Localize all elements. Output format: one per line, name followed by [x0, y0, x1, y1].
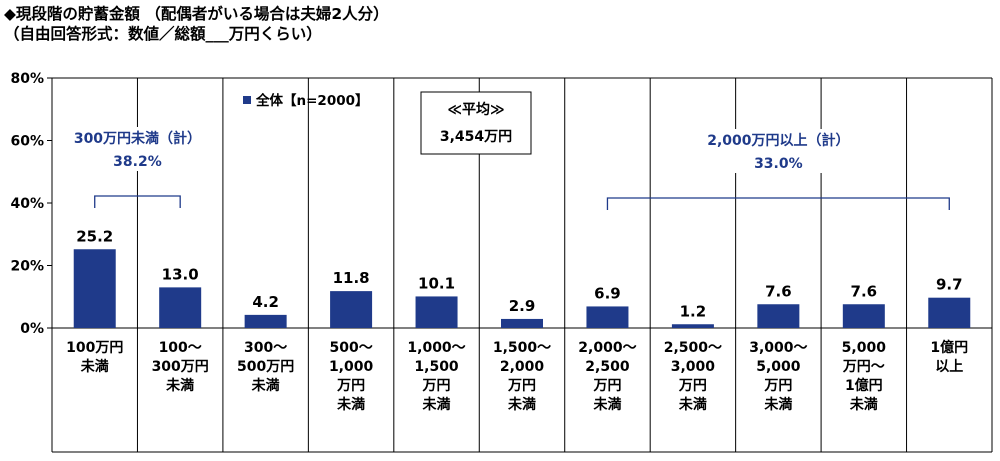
x-tick-label: 未満: [593, 396, 621, 413]
legend-swatch: [243, 96, 251, 104]
x-tick-label: 3,000～: [749, 340, 807, 356]
bar: [330, 291, 373, 328]
x-tick-label: 5,000: [842, 340, 887, 356]
chart-title: ◆現段階の貯蓄金額 （配偶者がいる場合は夫婦2人分）: [4, 5, 389, 23]
x-tick-label: 未満: [850, 396, 878, 413]
data-label: 13.0: [162, 265, 199, 283]
bar: [928, 297, 971, 328]
x-tick-label: 万円: [678, 378, 707, 394]
data-label: 4.2: [252, 293, 279, 311]
x-tick-label: 未満: [764, 396, 792, 413]
x-tick-label: 2,000～: [578, 340, 636, 356]
data-label: 7.6: [765, 282, 792, 300]
bar: [501, 318, 543, 328]
bar: [415, 296, 458, 328]
data-label: 6.9: [594, 284, 621, 302]
annotation-title: 2,000万円以上（計）: [707, 132, 849, 149]
x-tick-label: 未満: [423, 396, 451, 413]
x-tick-label: 2,000: [500, 359, 545, 375]
annotation-title: 300万円未満（計）: [74, 130, 201, 147]
y-tick-label: 60%: [10, 134, 44, 150]
y-tick-label: 20%: [10, 259, 44, 275]
x-tick-label: 万円: [507, 378, 536, 394]
bar: [159, 287, 202, 328]
bar: [842, 304, 885, 328]
x-tick-label: 未満: [252, 377, 280, 394]
data-label: 9.7: [936, 276, 963, 294]
x-tick-label: 1,000～: [407, 340, 465, 356]
bar: [586, 306, 629, 328]
x-tick-label: 未満: [337, 396, 365, 413]
x-tick-label: 万円: [592, 378, 621, 394]
y-tick-label: 80%: [10, 71, 44, 87]
bar: [244, 314, 287, 328]
x-tick-label: 以上: [935, 359, 963, 375]
x-tick-label: 1億円: [845, 377, 883, 394]
data-label: 2.9: [509, 297, 536, 315]
x-tick-label: 1億円: [930, 339, 968, 356]
data-label: 1.2: [680, 302, 707, 320]
y-tick-label: 0%: [20, 321, 44, 337]
bar: [671, 324, 714, 328]
annotation-background: [700, 129, 857, 173]
x-tick-label: 2,500～: [664, 340, 722, 356]
x-tick-label: 1,500: [414, 359, 459, 375]
y-tick-label: 40%: [10, 196, 44, 212]
x-tick-label: 未満: [81, 358, 109, 375]
annotation-bracket: [606, 197, 950, 210]
x-tick-label: 万円: [422, 378, 451, 394]
data-label: 25.2: [76, 227, 113, 245]
x-tick-label: 100万円: [66, 340, 123, 356]
average-box-title: ≪平均≫: [447, 101, 504, 118]
x-tick-label: 100～: [159, 340, 202, 356]
bar: [73, 249, 116, 328]
x-tick-label: 1,500～: [493, 340, 551, 356]
x-tick-label: 未満: [679, 396, 707, 413]
average-box: [420, 91, 532, 155]
annotation-value: 38.2%: [113, 154, 162, 170]
x-tick-label: 300～: [244, 340, 287, 356]
x-tick-label: 5,000: [756, 359, 801, 375]
x-tick-label: 万円: [336, 378, 365, 394]
x-tick-label: 万円～: [842, 359, 885, 375]
data-label: 7.6: [851, 282, 878, 300]
annotation-background: [72, 127, 203, 171]
x-tick-label: 2,500: [585, 359, 630, 375]
bar: [757, 304, 800, 328]
chart-subtitle: （自由回答形式：数値／総額___万円くらい）: [4, 25, 322, 43]
x-tick-label: 300万円: [152, 359, 209, 375]
x-tick-label: 万円: [763, 378, 792, 394]
legend-label: 全体【n=2000】: [255, 92, 369, 109]
x-tick-label: 未満: [508, 396, 536, 413]
average-box-value: 3,454万円: [440, 129, 512, 145]
x-tick-label: 3,000: [671, 359, 716, 375]
x-tick-label: 500万円: [237, 359, 294, 375]
x-tick-label: 未満: [166, 377, 194, 394]
data-label: 11.8: [333, 269, 370, 287]
x-tick-label: 1,000: [329, 359, 374, 375]
annotation-value: 33.0%: [754, 156, 803, 172]
data-label: 10.1: [418, 274, 455, 292]
annotation-bracket: [94, 195, 181, 208]
x-tick-label: 500～: [329, 340, 372, 356]
